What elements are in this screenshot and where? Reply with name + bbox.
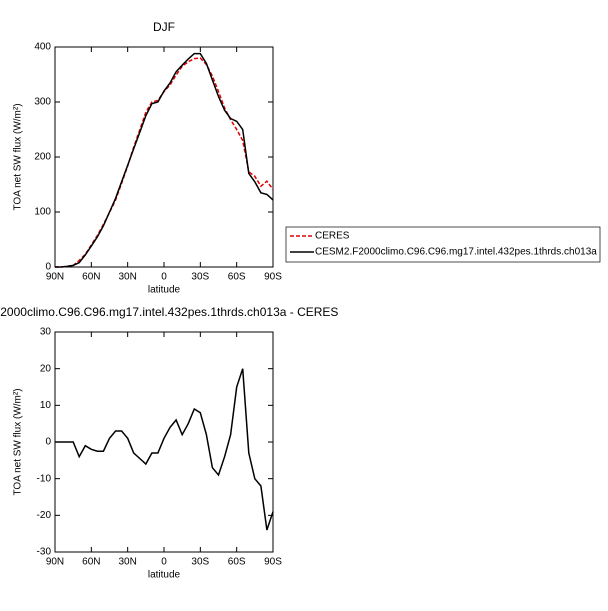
legend-label: CERES: [315, 231, 350, 242]
legend-box: [285, 226, 601, 263]
x-tick-label: 0: [161, 272, 167, 283]
y-tick-label: 0: [45, 437, 51, 448]
x-tick-label: 0: [161, 557, 167, 568]
chart-title: DJF: [153, 20, 175, 34]
y-tick-label: 100: [34, 207, 51, 218]
x-axis-label: latitude: [148, 285, 181, 296]
x-tick-label: 30S: [191, 557, 209, 568]
series-line: [55, 368, 274, 531]
x-tick-label: 30N: [118, 557, 136, 568]
y-tick-label: 10: [40, 400, 52, 411]
y-tick-label: 20: [40, 363, 52, 374]
x-tick-label: 30S: [191, 272, 209, 283]
y-tick-label: 400: [34, 42, 51, 53]
x-tick-label: 90S: [264, 557, 282, 568]
x-tick-label: 90N: [46, 272, 64, 283]
y-tick-label: 200: [34, 152, 51, 163]
x-tick-label: 60S: [228, 557, 246, 568]
plot-frame: [54, 331, 274, 553]
x-axis-label: latitude: [148, 570, 181, 581]
x-tick-label: 60N: [82, 272, 100, 283]
y-tick-label: 0: [45, 262, 51, 273]
y-axis-label: TOA net SW flux (W/m²): [13, 103, 24, 210]
y-tick-label: 300: [34, 97, 51, 108]
chart-title: .F2000climo.C96.C96.mg17.intel.432pes.1t…: [0, 305, 338, 319]
y-tick-label: 30: [40, 327, 52, 338]
x-tick-label: 60N: [82, 557, 100, 568]
y-tick-label: -30: [37, 547, 52, 558]
series-line: [55, 57, 274, 268]
x-tick-label: 90N: [46, 557, 64, 568]
y-tick-label: -10: [37, 473, 52, 484]
x-tick-label: 90S: [264, 272, 282, 283]
x-tick-label: 30N: [118, 272, 136, 283]
legend-label: CESM2.F2000climo.C96.C96.mg17.intel.432p…: [315, 247, 597, 258]
y-axis-label: TOA net SW flux (W/m²): [13, 388, 24, 495]
x-tick-label: 60S: [228, 272, 246, 283]
plot-frame: [54, 46, 274, 268]
y-tick-label: -20: [37, 510, 52, 521]
series-line: [55, 52, 274, 268]
